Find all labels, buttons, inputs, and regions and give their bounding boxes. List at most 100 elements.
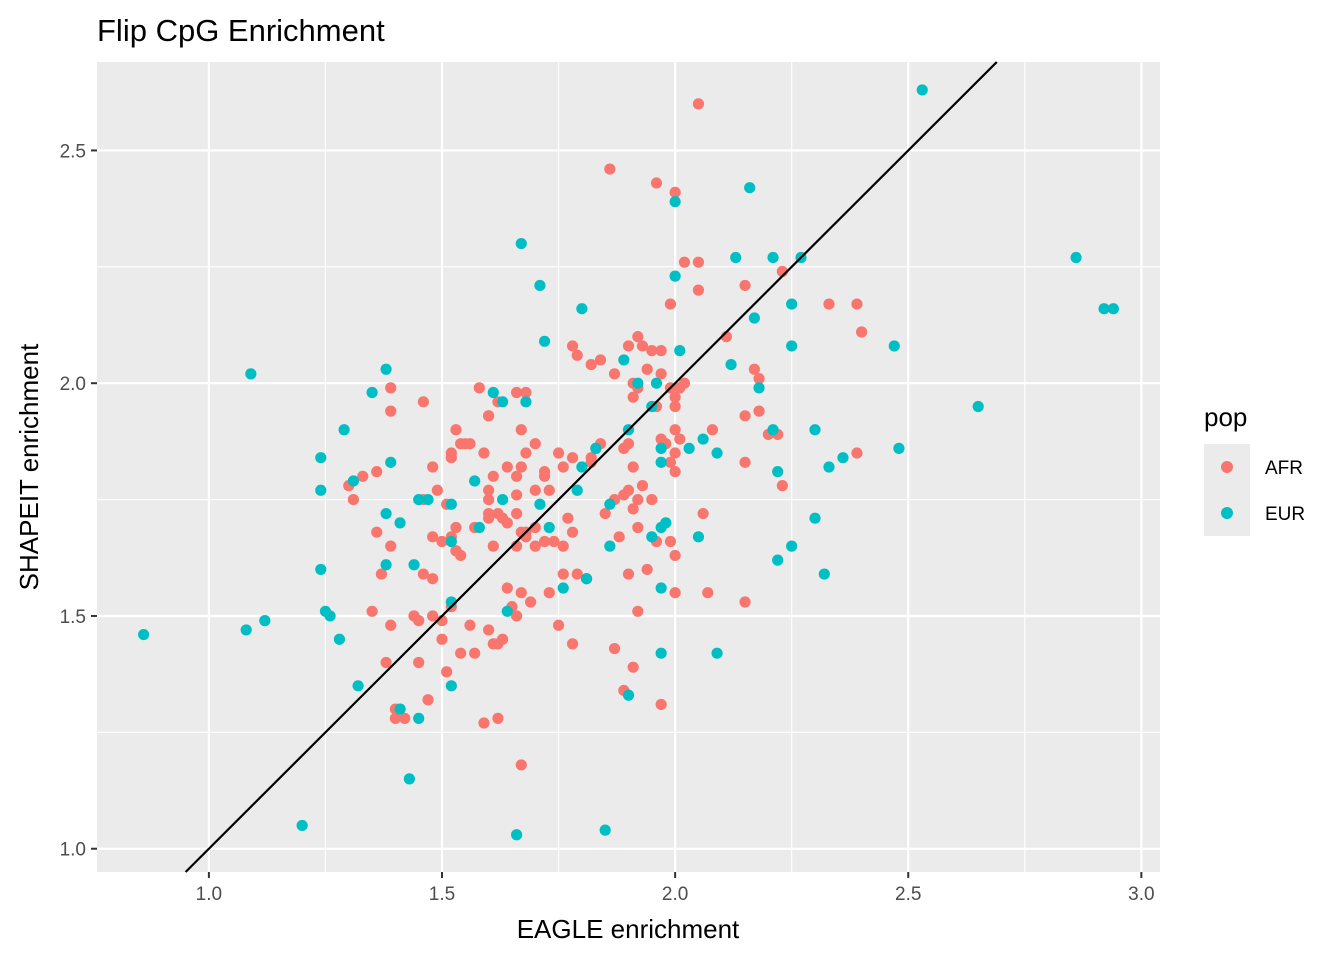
point-eur [245, 368, 257, 380]
point-afr [441, 666, 453, 678]
point-eur [324, 610, 336, 622]
point-afr [501, 517, 513, 529]
point-eur [604, 498, 616, 510]
point-eur [333, 633, 346, 645]
point-afr [427, 531, 439, 543]
point-afr [739, 456, 751, 468]
point-afr [548, 535, 560, 548]
point-afr [585, 358, 597, 371]
point-eur [338, 424, 350, 436]
point-eur [893, 442, 905, 454]
point-eur [697, 433, 709, 445]
point-afr [655, 368, 667, 380]
point-eur [473, 521, 485, 534]
point-afr [692, 284, 705, 296]
point-eur [837, 452, 849, 464]
point-afr [655, 345, 667, 357]
point-afr [436, 535, 448, 548]
point-afr [608, 368, 621, 380]
point-afr [562, 512, 574, 524]
point-afr [366, 605, 378, 617]
point-afr [557, 568, 569, 580]
point-afr [413, 656, 425, 669]
point-eur [744, 182, 756, 194]
point-afr [427, 573, 439, 585]
point-eur [497, 493, 509, 506]
point-afr [417, 396, 429, 408]
point-afr [371, 466, 383, 478]
point-afr [669, 391, 681, 403]
point-afr [469, 647, 481, 659]
point-afr [566, 452, 579, 464]
point-afr [450, 521, 462, 534]
point-eur [1098, 303, 1110, 315]
point-afr [571, 349, 583, 361]
point-afr [702, 587, 714, 599]
point-afr [669, 400, 681, 413]
point-afr [380, 656, 392, 669]
point-eur [599, 824, 611, 836]
point-eur [571, 484, 583, 496]
reference-line-group [184, 61, 998, 873]
point-afr [408, 610, 420, 622]
point-eur [534, 498, 546, 510]
point-eur [259, 615, 271, 627]
point-eur [674, 345, 686, 357]
x-axis-ticks: 1.0 1.5 2.0 2.5 3.0 [196, 872, 1155, 905]
point-eur [501, 605, 513, 617]
point-afr [739, 410, 751, 422]
point-eur [445, 680, 457, 692]
point-afr [520, 386, 532, 399]
point-afr [483, 493, 495, 506]
point-afr [529, 438, 541, 450]
point-eur [725, 358, 737, 371]
legend-label-eur: EUR [1265, 504, 1305, 525]
point-eur [711, 447, 723, 459]
point-eur [580, 573, 593, 585]
point-afr [455, 647, 467, 659]
point-afr [646, 345, 658, 357]
point-eur [1107, 303, 1119, 315]
y-tick-label: 1.5 [60, 607, 86, 628]
point-eur [767, 251, 779, 264]
point-eur [385, 456, 397, 468]
y-axis-ticks: 1.0 1.5 2.0 2.5 [60, 141, 97, 861]
point-eur [138, 628, 150, 641]
point-afr [636, 340, 649, 352]
point-afr [478, 447, 490, 459]
point-afr [622, 568, 635, 580]
x-axis-label: EAGLE enrichment [517, 914, 740, 944]
point-eur [916, 84, 928, 96]
point-eur [352, 680, 364, 692]
point-afr [669, 466, 681, 478]
point-afr [417, 568, 429, 580]
y-axis-label: SHAPEIT enrichment [14, 343, 44, 590]
point-afr [650, 177, 663, 189]
point-afr [478, 717, 490, 729]
point-afr [664, 456, 677, 468]
point-afr [632, 605, 644, 617]
point-eur [786, 298, 798, 310]
point-afr [627, 461, 639, 473]
point-eur [413, 712, 425, 724]
point-afr [627, 391, 639, 403]
point-afr [674, 433, 686, 445]
point-afr [427, 610, 439, 622]
point-eur [711, 647, 723, 659]
point-afr [697, 507, 709, 520]
point-eur [786, 540, 798, 552]
point-afr [501, 461, 513, 473]
point-afr [557, 540, 569, 552]
point-eur [576, 303, 588, 315]
point-afr [753, 405, 765, 417]
point-eur [515, 237, 527, 250]
point-eur [655, 582, 667, 594]
point-eur [408, 559, 420, 571]
point-afr [529, 540, 541, 552]
point-afr [646, 493, 658, 506]
point-afr [632, 493, 644, 506]
point-eur [730, 251, 742, 264]
point-eur [315, 563, 327, 576]
point-afr [483, 410, 495, 422]
point-afr [669, 549, 681, 562]
